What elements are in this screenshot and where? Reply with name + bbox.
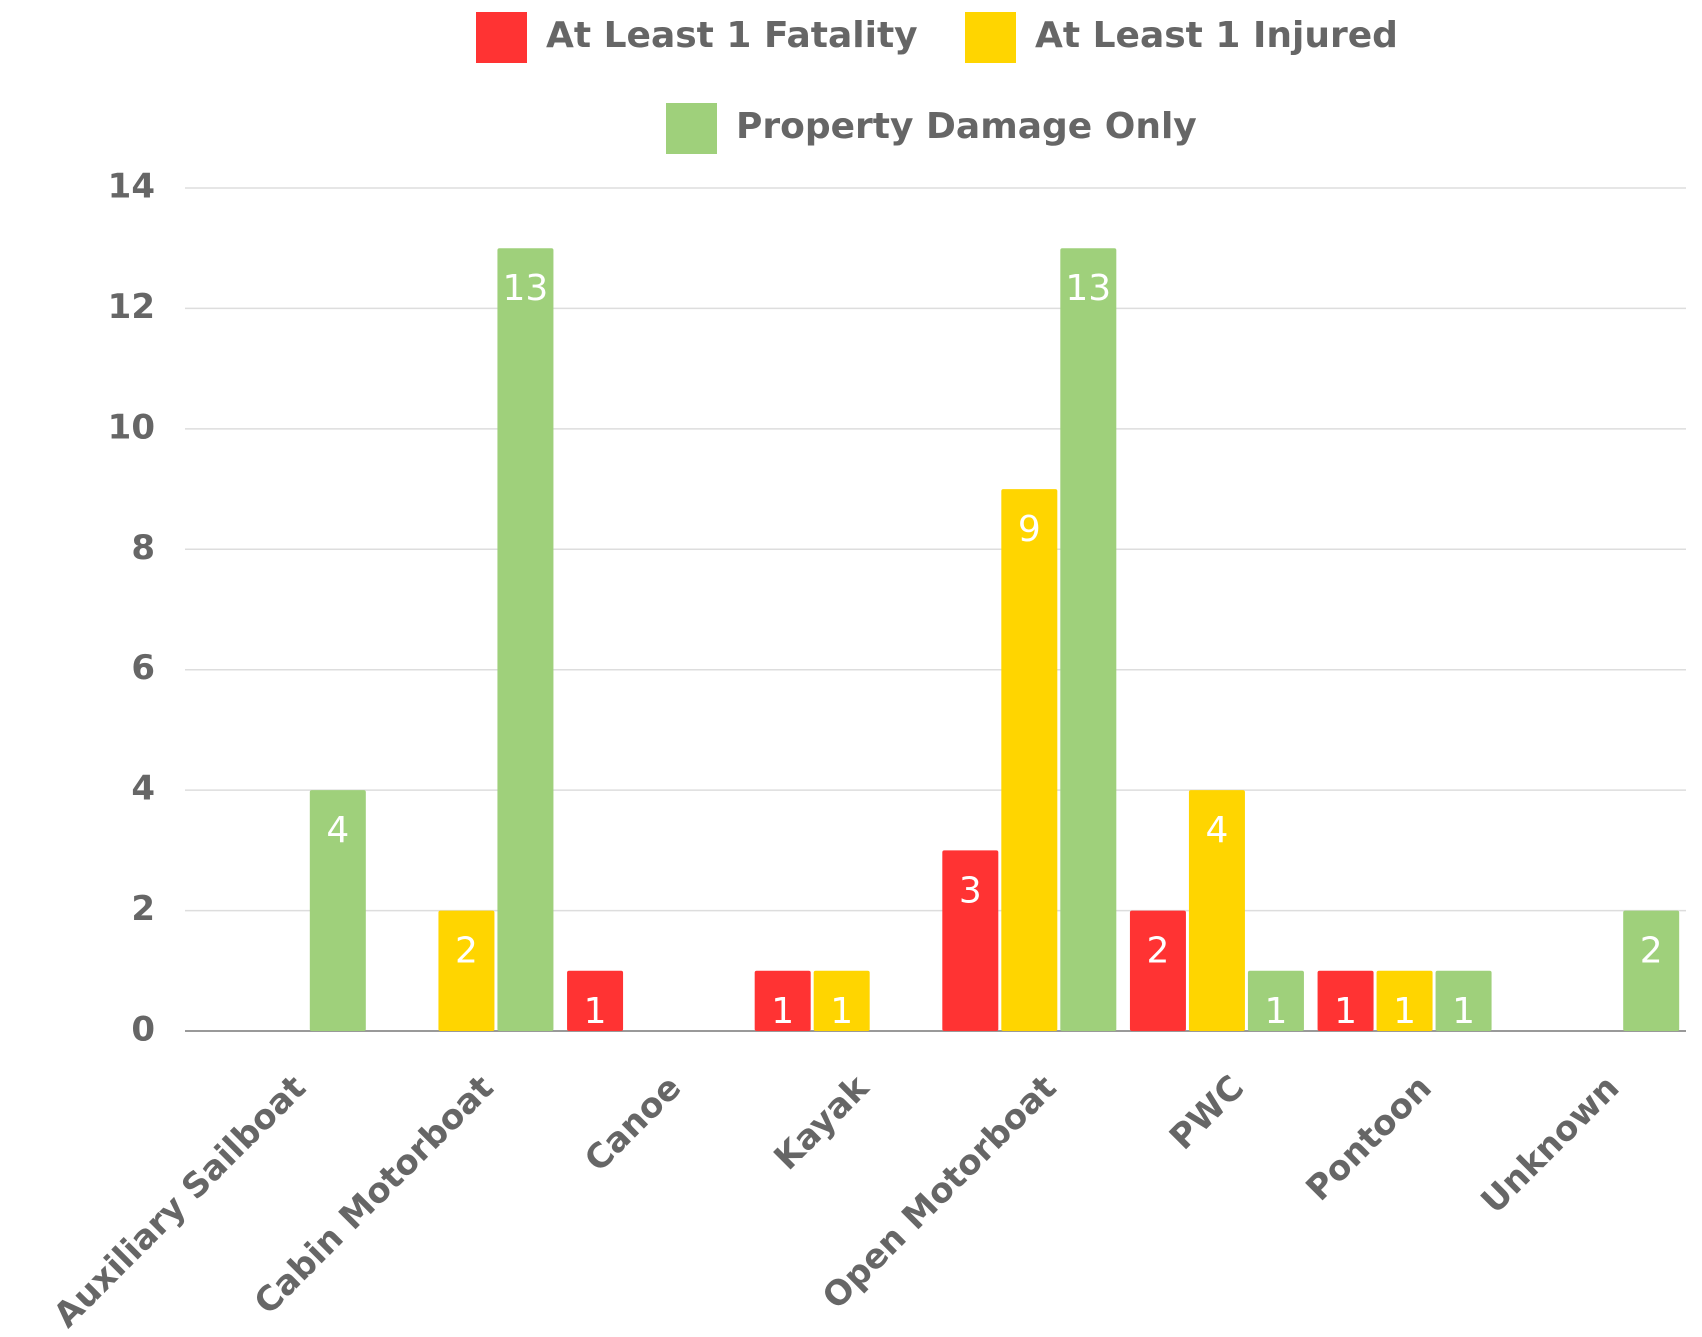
value-label: 2 bbox=[455, 931, 478, 972]
bar bbox=[813, 970, 870, 1031]
value-label: 1 bbox=[1393, 991, 1416, 1032]
bar bbox=[942, 850, 999, 1031]
x-tick-label: Kayak bbox=[766, 1067, 877, 1178]
bar bbox=[438, 910, 495, 1031]
value-label: 1 bbox=[1264, 991, 1287, 1032]
bar bbox=[1247, 970, 1304, 1031]
bar bbox=[567, 970, 624, 1031]
x-tick-label: Canoe bbox=[577, 1068, 689, 1180]
value-label: 13 bbox=[503, 268, 549, 309]
bar bbox=[1317, 970, 1374, 1031]
legend-swatch bbox=[965, 12, 1016, 63]
legend-label: At Least 1 Injured bbox=[1035, 15, 1398, 56]
bar bbox=[754, 970, 811, 1031]
value-label: 1 bbox=[1452, 991, 1475, 1032]
legend-swatch bbox=[476, 12, 527, 63]
bar bbox=[309, 790, 366, 1031]
value-label: 1 bbox=[1334, 991, 1357, 1032]
legend-label: At Least 1 Fatality bbox=[546, 15, 918, 56]
x-tick-label: Unknown bbox=[1473, 1068, 1627, 1222]
legend-swatch bbox=[666, 103, 717, 154]
y-tick-label: 4 bbox=[131, 769, 155, 809]
bar bbox=[1623, 910, 1680, 1031]
y-tick-label: 12 bbox=[108, 287, 155, 327]
y-tick-label: 8 bbox=[131, 528, 155, 568]
y-tick-label: 6 bbox=[131, 648, 155, 688]
value-label: 9 bbox=[1018, 509, 1041, 550]
value-label: 1 bbox=[830, 991, 853, 1032]
bar bbox=[1435, 970, 1492, 1031]
bar bbox=[1001, 489, 1058, 1032]
value-label: 13 bbox=[1065, 268, 1111, 309]
bar bbox=[1060, 248, 1117, 1031]
value-label: 4 bbox=[326, 810, 349, 851]
x-tick-label: Pontoon bbox=[1298, 1068, 1439, 1209]
legend-label: Property Damage Only bbox=[736, 106, 1197, 147]
x-tick-label: PWC bbox=[1162, 1068, 1252, 1158]
y-tick-label: 14 bbox=[108, 167, 155, 207]
y-tick-label: 0 bbox=[131, 1010, 155, 1050]
value-label: 2 bbox=[1640, 931, 1663, 972]
value-label: 1 bbox=[771, 991, 794, 1032]
bar bbox=[1376, 970, 1433, 1031]
value-label: 4 bbox=[1205, 810, 1228, 851]
value-label: 2 bbox=[1146, 931, 1169, 972]
value-label: 1 bbox=[584, 991, 607, 1032]
y-tick-label: 2 bbox=[131, 889, 155, 929]
value-label: 3 bbox=[959, 870, 982, 911]
y-tick-label: 10 bbox=[108, 407, 155, 447]
bar bbox=[497, 248, 554, 1031]
bar bbox=[1129, 910, 1186, 1031]
bar bbox=[1188, 790, 1245, 1031]
